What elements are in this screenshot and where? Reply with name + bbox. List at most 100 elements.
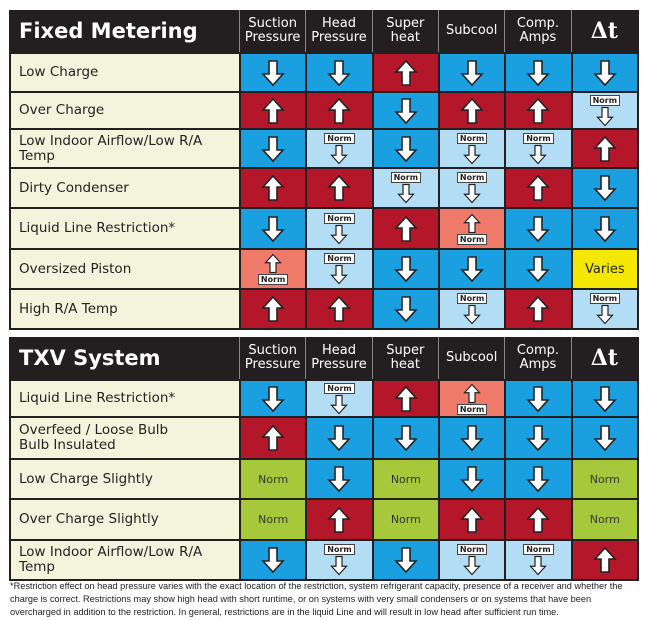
up-arrow-icon <box>394 215 418 242</box>
table-title: Fixed Metering <box>19 19 198 43</box>
cell-norm: Norm <box>241 500 306 539</box>
table-row: Over Charge Slightly Norm Norm Norm <box>11 498 637 539</box>
norm-tag: Norm <box>456 233 488 245</box>
down-arrow-icon <box>526 59 551 86</box>
up-arrow-icon <box>327 295 352 322</box>
cell-norm-down: Norm <box>307 130 372 167</box>
down-arrow-icon <box>463 183 481 204</box>
cell-down <box>506 381 571 416</box>
column-header: Comp. Amps <box>504 10 570 52</box>
norm-text: Norm <box>258 472 289 486</box>
column-header: Suction Pressure <box>239 337 305 379</box>
down-arrow-icon <box>595 106 614 126</box>
down-arrow-icon <box>394 97 418 124</box>
column-header: Suction Pressure <box>239 10 305 52</box>
column-header: Head Pressure <box>305 337 371 379</box>
cell-down <box>506 460 571 498</box>
cell-varies: Varies <box>572 250 637 288</box>
cell-down <box>373 93 438 128</box>
cell-down <box>241 541 306 579</box>
up-arrow-icon <box>526 174 551 201</box>
norm-tag: Norm <box>589 94 621 106</box>
norm-tag: Norm <box>456 132 488 144</box>
cell-norm-up: Norm <box>439 209 505 248</box>
down-arrow-icon <box>526 425 551 452</box>
cell-down <box>373 541 438 579</box>
cell-norm-down: Norm <box>439 290 505 328</box>
cell-down <box>572 209 637 248</box>
table-row: Overfeed / Loose Bulb Bulb Insulated <box>11 416 637 458</box>
column-header: Super heat <box>371 10 438 52</box>
cell-up <box>572 541 637 579</box>
row-label: Low Charge Slightly <box>11 460 239 498</box>
down-arrow-icon <box>261 59 285 86</box>
down-arrow-icon <box>261 385 285 412</box>
up-arrow-icon <box>327 506 352 533</box>
table-header: Fixed Metering Suction Pressure Head Press… <box>11 10 637 52</box>
table-row: Dirty Condenser Norm Norm <box>11 167 637 207</box>
cell-down <box>439 54 505 91</box>
cell-norm-down: Norm <box>439 169 505 207</box>
cell-up <box>373 381 438 416</box>
cell-up <box>307 290 372 328</box>
norm-tag: Norm <box>523 132 554 144</box>
row-label: Overfeed / Loose Bulb Bulb Insulated <box>11 418 239 458</box>
column-header: Δt <box>570 337 637 379</box>
down-arrow-icon <box>261 135 285 162</box>
norm-tag: Norm <box>257 274 289 285</box>
cell-down <box>439 418 505 458</box>
cell-down <box>506 250 571 288</box>
down-arrow-icon <box>261 547 285 574</box>
table-row: Oversized Piston Norm Norm Varies <box>11 248 637 288</box>
cell-down <box>373 290 438 328</box>
cell-norm-up: Norm <box>241 250 306 288</box>
cell-down <box>241 130 306 167</box>
norm-tag: Norm <box>456 172 488 183</box>
down-arrow-icon <box>460 59 484 86</box>
up-arrow-icon <box>261 174 285 201</box>
cell-norm-down: Norm <box>307 541 372 579</box>
up-arrow-icon <box>592 135 617 162</box>
norm-tag: Norm <box>456 403 488 415</box>
down-arrow-icon <box>592 425 617 452</box>
norm-tag: Norm <box>324 132 355 144</box>
row-label: High R/A Temp <box>11 290 239 328</box>
up-arrow-icon <box>592 546 617 573</box>
down-arrow-icon <box>330 144 349 164</box>
down-arrow-icon <box>330 555 349 576</box>
down-arrow-icon <box>595 304 614 325</box>
norm-tag: Norm <box>324 253 355 264</box>
norm-text: Norm <box>589 513 620 526</box>
down-arrow-icon <box>330 394 349 414</box>
cell-down <box>506 418 571 458</box>
cell-up <box>241 93 306 128</box>
row-label: Low Indoor Airflow/Low R/A Temp <box>11 541 239 579</box>
down-arrow-icon <box>529 144 548 164</box>
norm-tag: Norm <box>324 544 355 555</box>
up-arrow-icon <box>526 295 551 322</box>
up-arrow-icon <box>261 295 285 322</box>
norm-tag: Norm <box>324 382 355 394</box>
cell-down <box>572 54 637 91</box>
cell-up <box>506 500 571 539</box>
cell-norm-up: Norm <box>439 381 505 416</box>
cell-up <box>241 418 306 458</box>
cell-down <box>506 54 571 91</box>
cell-down <box>373 250 438 288</box>
cell-norm-down: Norm <box>572 93 637 128</box>
txv-system-table: TXV System Suction Pressure Head Pressure S… <box>9 337 639 581</box>
down-arrow-icon <box>592 385 617 412</box>
column-header: Δt <box>570 10 637 52</box>
cell-up <box>439 500 505 539</box>
down-arrow-icon <box>327 59 352 86</box>
norm-text: Norm <box>258 513 289 526</box>
column-header: Super heat <box>371 337 438 379</box>
norm-tag: Norm <box>589 293 621 304</box>
down-arrow-icon <box>592 175 617 202</box>
down-arrow-icon <box>526 256 551 283</box>
down-arrow-icon <box>394 135 418 162</box>
down-arrow-icon <box>592 59 617 86</box>
row-label: Low Charge <box>11 54 239 91</box>
up-arrow-icon <box>264 253 283 274</box>
down-arrow-icon <box>526 385 551 412</box>
